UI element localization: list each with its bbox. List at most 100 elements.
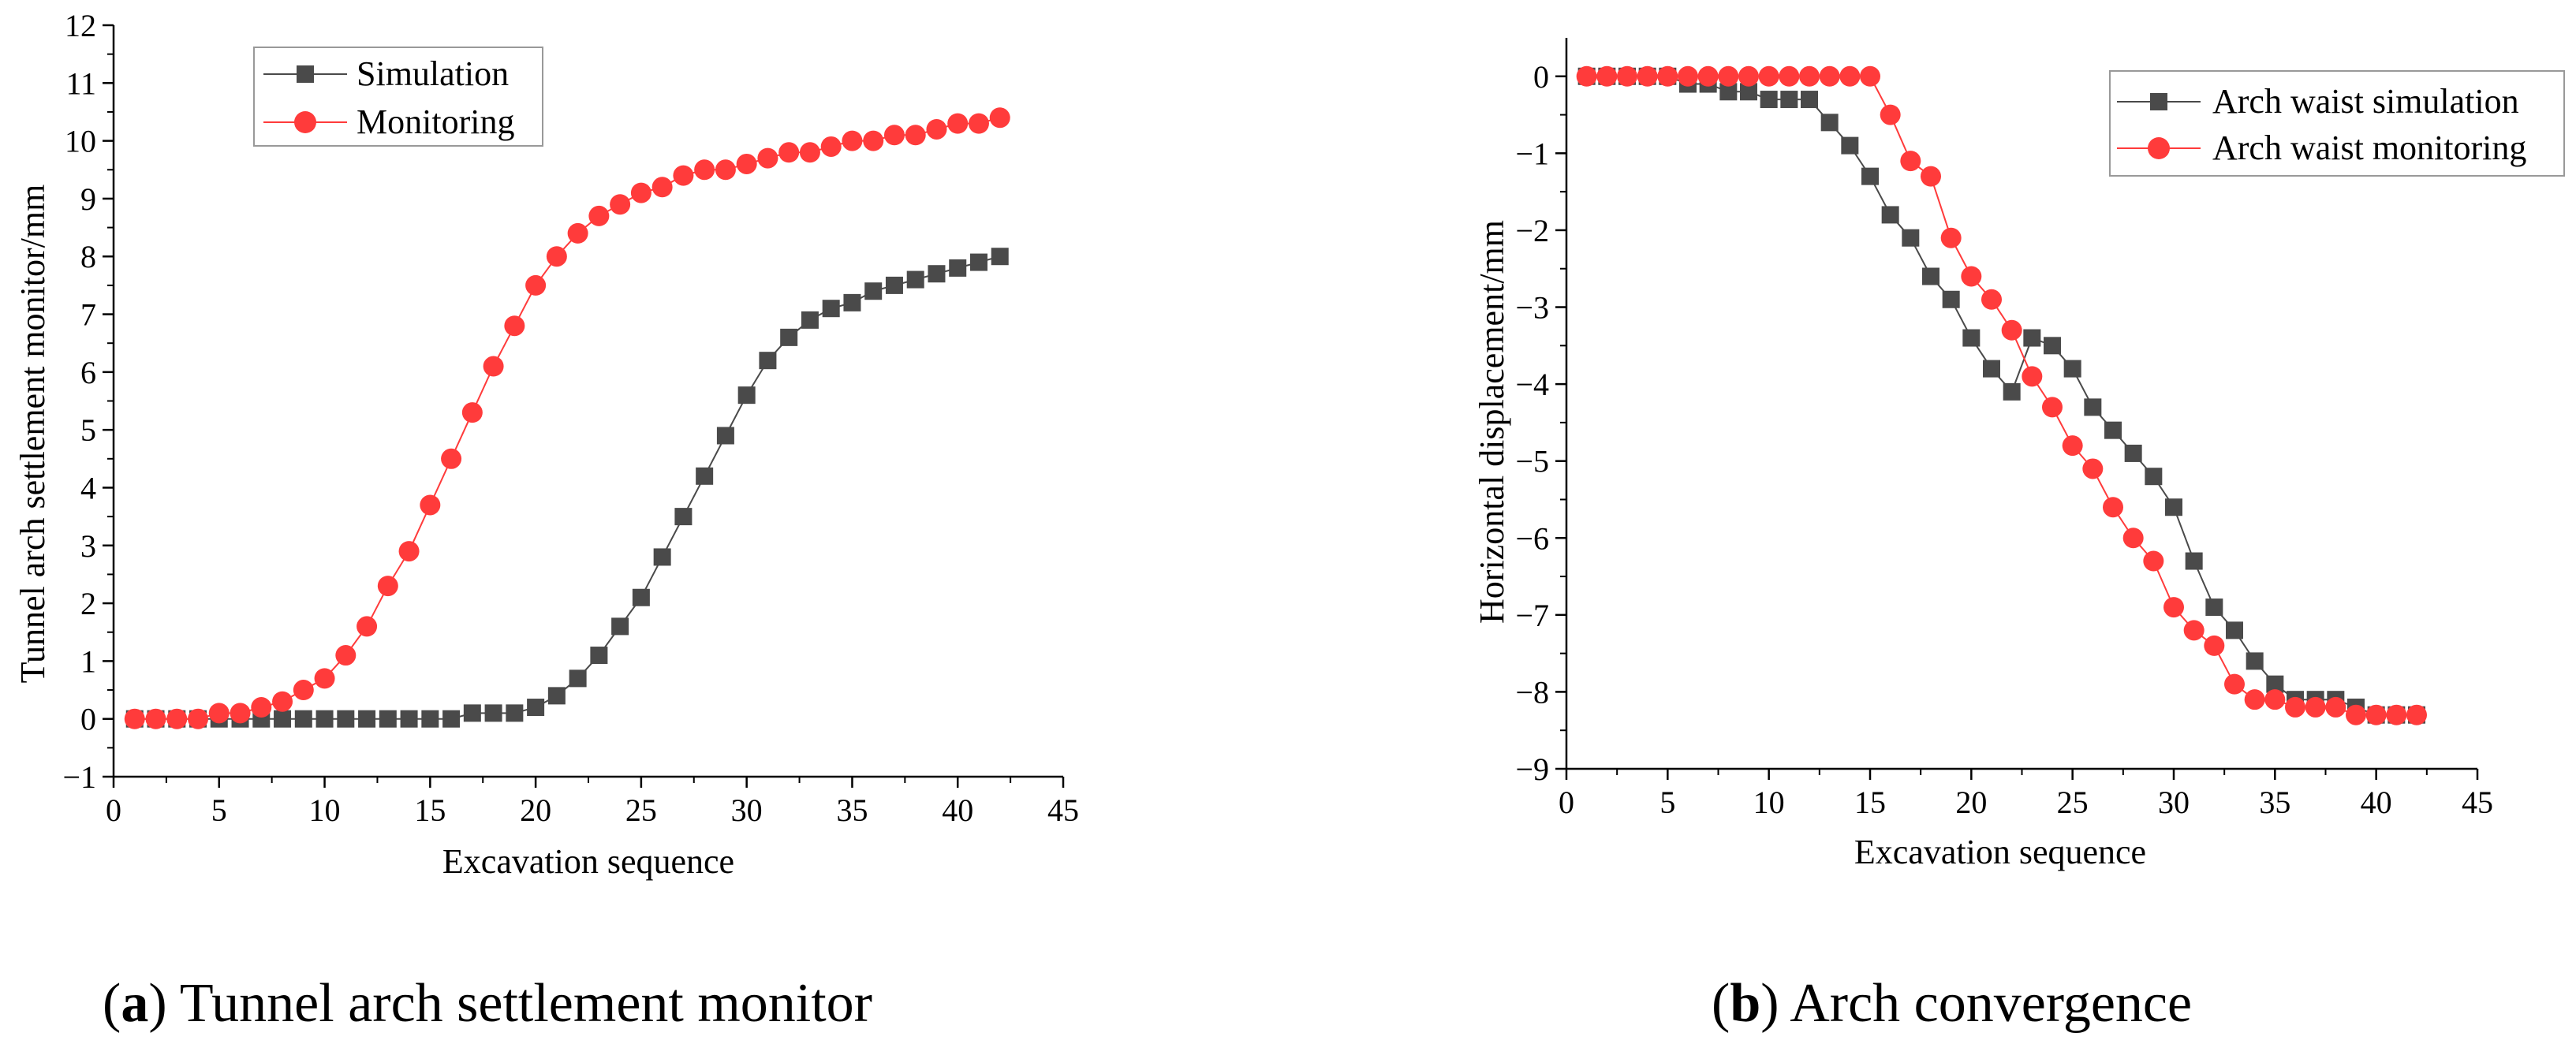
panel-a-y-tick-label: 7 (80, 297, 96, 333)
panel-b-plot-area: 0 5 10 15 20 25 30 35 40 45 0 −1 −2 −3 −4 −5 −6 −7 −8 −9 (1515, 38, 2493, 820)
panel-b-arch-waist-monitoring-point (1697, 65, 1719, 87)
panel-b-arch-waist-simulation-point (2084, 398, 2102, 416)
panel-b-arch-waist-simulation-point (1719, 83, 1738, 101)
panel-a-caption-text: Tunnel arch settlement monitor (180, 973, 872, 1034)
panel-a-monitoring-point (377, 576, 398, 597)
panel-a-monitoring-point (694, 159, 715, 181)
panel-a-x-tick-label: 25 (625, 792, 657, 828)
panel-b-arch-waist-monitoring-point (2244, 689, 2265, 710)
panel-a-monitoring-line (134, 117, 1000, 720)
panel-b-y-tick-label: −4 (1515, 367, 1549, 402)
panel-b-x-tick-label: 45 (2462, 785, 2493, 820)
panel-b-arch-waist-simulation-point (1942, 290, 1960, 308)
panel-b-arch-waist-simulation-point (1881, 206, 1899, 224)
panel-b-arch-waist-monitoring-point (1718, 65, 1739, 87)
panel-a-y-tick-label: 4 (80, 470, 96, 505)
panel-b-arch-waist-monitoring-point (2346, 704, 2366, 725)
panel-a-monitoring-point (820, 136, 842, 157)
panel-b-arch-waist-monitoring-point (1738, 65, 1759, 87)
panel-b-caption-close: ) (1760, 973, 1779, 1034)
panel-a-simulation-point (527, 699, 545, 717)
panel-b-legend: Arch waist simulation Arch waist monitor… (2109, 70, 2565, 177)
panel-a-monitoring-point (673, 165, 694, 186)
panel-b-arch-waist-simulation-point (2266, 675, 2284, 693)
panel-b-arch-waist-monitoring-point (1961, 266, 1982, 287)
panel-a-simulation-point (611, 617, 629, 636)
panel-a-caption-close: ) (148, 973, 166, 1034)
panel-b-y-tick-label: −5 (1515, 444, 1549, 479)
panel-a-simulation-point (442, 710, 461, 728)
panel-a-y-tick-label: 10 (65, 124, 96, 159)
panel-b-y-tick-label: −1 (1515, 136, 1549, 171)
panel-a-simulation-point (906, 270, 924, 289)
legend-arch-waist-monitoring-label: Arch waist monitoring (2212, 129, 2526, 167)
panel-b-arch-waist-monitoring-point (1799, 65, 1820, 87)
panel-b-arch-waist-monitoring-point (2264, 689, 2286, 710)
panel-b-arch-waist-simulation-point (2226, 621, 2243, 639)
panel-b-arch-waist-monitoring-point (2163, 597, 2184, 618)
panel-a-simulation-point (547, 687, 566, 705)
panel-a-x-tick-label: 15 (414, 792, 446, 828)
panel-a-simulation-point (843, 293, 861, 311)
panel-b-y-tick-label: 0 (1533, 59, 1549, 95)
panel-a-monitoring-point (420, 494, 441, 516)
panel-b-arch-waist-simulation-point (1962, 329, 1981, 347)
panel-a-simulation-point (463, 704, 481, 722)
panel-a-caption: (a) Tunnel arch settlement monitor (103, 973, 872, 1034)
panel-a-simulation-point (928, 265, 946, 283)
panel-a-simulation-point (674, 508, 693, 526)
panel-a-x-tick-label: 10 (309, 792, 341, 828)
panel-b-arch-waist-simulation-point (1983, 360, 2000, 378)
panel-a-y-tick-label: 1 (80, 643, 96, 679)
panel-a-monitoring-point (188, 708, 209, 729)
panel-a-simulation-point (400, 710, 418, 728)
panel-a-monitoring-point (483, 356, 504, 377)
legend-monitoring-label: Monitoring (357, 103, 514, 141)
panel-a-y-tick-label: 11 (65, 65, 96, 101)
panel-a-monitoring-point (863, 130, 884, 151)
legend-arch-waist-simulation-label: Arch waist simulation (2212, 82, 2519, 121)
panel-a-x-tick-label: 20 (520, 792, 551, 828)
panel-b-arch-waist-monitoring-point (2204, 635, 2225, 656)
panel-a-y-tick-label: 2 (80, 586, 96, 621)
panel-a-simulation-point (696, 467, 714, 485)
panel-a-simulation-point (991, 248, 1009, 266)
panel-a-monitoring-point (968, 113, 989, 134)
panel-b-arch-waist-monitoring-point (1839, 65, 1861, 87)
panel-a-monitoring-point (230, 703, 251, 724)
panel-b-arch-waist-monitoring-point (2082, 458, 2104, 479)
panel-b-arch-waist-monitoring-point (1940, 227, 1962, 248)
panel-a-simulation-point (969, 253, 987, 271)
panel-b-arch-waist-monitoring-point (2325, 696, 2346, 718)
panel-a-y-tick-label: 6 (80, 355, 96, 390)
panel-a-monitoring-point (357, 616, 378, 637)
panel-b-arch-waist-monitoring-point (2305, 696, 2326, 718)
panel-b-arch-waist-simulation-point (1780, 91, 1798, 109)
panel-b-arch-waist-monitoring-point (1921, 166, 1941, 187)
panel-a-monitoring-point (588, 205, 610, 226)
panel-b-arch-waist-monitoring-point (1779, 65, 1800, 87)
panel-a-y-tick-label: 0 (80, 702, 96, 737)
panel-a-simulation-line (134, 255, 1000, 720)
panel-b-y-tick-label: −9 (1515, 751, 1549, 787)
panel-a-monitoring-point (314, 668, 335, 689)
panel-b-arch-waist-monitoring-point (1819, 65, 1840, 87)
panel-b-arch-waist-simulation-point (1760, 91, 1778, 109)
panel-a-monitoring-point (736, 153, 757, 174)
panel-a-monitoring-point (461, 402, 483, 423)
panel-a-simulation-point (885, 276, 903, 294)
panel-b-arch-waist-monitoring-point (1576, 65, 1597, 87)
panel-a-y-tick-label: 5 (80, 412, 96, 448)
panel-b-x-tick-label: 25 (2057, 785, 2089, 820)
panel-b-arch-waist-monitoring-point (1860, 65, 1880, 87)
panel-a-monitoring-point (398, 541, 420, 562)
panel-a-simulation-point (379, 710, 397, 728)
panel-a-monitoring-point (166, 708, 188, 729)
panel-a-simulation-point (569, 669, 587, 688)
panel-b-arch-waist-simulation-point (2124, 444, 2142, 462)
panel-b-arch-waist-simulation-point (2246, 652, 2264, 670)
panel-a-monitoring-point (610, 194, 631, 215)
panel-b-caption: (b) Arch convergence (1712, 973, 2192, 1034)
panel-a-x-tick-label: 35 (836, 792, 868, 828)
panel-a-monitoring-point (504, 315, 525, 337)
